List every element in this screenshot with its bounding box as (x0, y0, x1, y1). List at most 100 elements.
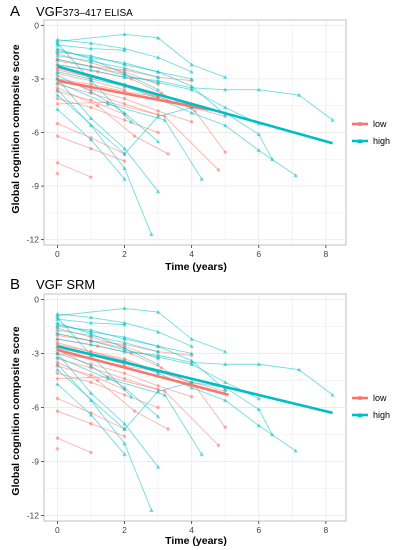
data-point-high (55, 92, 60, 97)
legend-label-low: low (373, 393, 387, 403)
data-point-high (122, 66, 127, 70)
data-point-high (189, 380, 194, 385)
data-point-low (55, 121, 60, 126)
data-point-high (55, 87, 60, 92)
data-point-low (89, 450, 93, 455)
data-point-high (122, 441, 127, 446)
data-point-high (55, 381, 60, 386)
data-point-low (216, 443, 221, 448)
data-point-high (88, 41, 94, 45)
data-point-high (88, 363, 94, 368)
data-point-high (122, 176, 127, 181)
data-point-low (89, 98, 93, 103)
data-point-low (159, 366, 164, 370)
data-point-low (163, 389, 167, 393)
x-tick-label: 8 (323, 249, 328, 259)
data-point-high (162, 117, 167, 122)
data-point-high (55, 320, 60, 325)
data-point-low (156, 109, 160, 113)
data-point-low (122, 393, 127, 397)
data-point-high (223, 87, 228, 92)
data-point-high (189, 69, 194, 74)
trajectory-line-low (57, 376, 219, 446)
data-point-high (55, 53, 60, 58)
data-point-high (55, 73, 60, 78)
data-point-high (189, 385, 194, 390)
trajectory-line-high (57, 71, 296, 176)
y-tick-label: -12 (27, 235, 40, 245)
data-point-high (129, 119, 134, 124)
trajectory-line-low (57, 362, 169, 430)
data-point-high (256, 87, 261, 92)
x-tick-label: 8 (323, 525, 328, 535)
y-tick-label: 0 (34, 294, 39, 304)
data-point-high (55, 49, 60, 54)
data-point-high (122, 452, 127, 457)
data-point-high (155, 329, 161, 334)
data-point-high (223, 362, 228, 367)
individual-trajectories (55, 32, 335, 237)
data-point-high (293, 448, 298, 453)
panel-b-title-main: VGF SRM (36, 277, 95, 292)
data-point-high (88, 137, 94, 142)
fit-line-high (57, 65, 333, 145)
data-point-high (55, 41, 60, 45)
legend-label-high: high (373, 136, 390, 146)
legend-label-low: low (373, 119, 387, 129)
y-tick-label: -3 (31, 74, 39, 84)
y-tick-label: 0 (34, 20, 39, 30)
data-point-low (132, 134, 137, 138)
data-point-low (55, 447, 60, 451)
data-point-high (256, 396, 261, 401)
x-tick-label: 0 (55, 249, 60, 259)
data-point-low (122, 96, 127, 101)
data-point-high (122, 349, 127, 354)
data-point-high (223, 349, 228, 354)
data-point-low (55, 396, 60, 401)
trajectory-line-low (57, 342, 159, 372)
x-tick-label: 6 (256, 249, 261, 259)
data-point-high (199, 452, 204, 457)
data-point-high (155, 371, 161, 376)
data-point-low (193, 109, 197, 113)
trajectory-line-high (57, 329, 159, 353)
data-point-high (88, 338, 94, 343)
y-tick-label: -3 (31, 348, 39, 358)
data-point-high (88, 123, 94, 128)
fit-line-high (57, 344, 333, 415)
data-point-low (189, 394, 194, 399)
data-point-low (55, 161, 60, 165)
data-point-high (223, 380, 228, 385)
data-point-high (88, 78, 94, 83)
y-tick-label: -9 (31, 457, 39, 467)
data-point-high (293, 173, 298, 178)
data-point-low (89, 175, 93, 179)
x-tick-label: 2 (122, 249, 127, 259)
data-point-high (155, 414, 161, 419)
data-point-high (269, 432, 275, 437)
data-point-low (122, 102, 127, 106)
data-point-high (88, 46, 94, 51)
data-point-low (95, 104, 100, 108)
data-point-low (122, 118, 127, 122)
data-point-high (122, 146, 127, 151)
panel-a-title: VGF373–417 ELISA (36, 4, 133, 19)
panel-b-ylabel: Global cognition composite score (10, 326, 22, 495)
data-point-high (122, 322, 127, 327)
data-point-low (122, 371, 127, 375)
data-point-high (155, 74, 161, 79)
x-tick-label: 6 (256, 525, 261, 535)
data-point-low (132, 409, 137, 413)
data-point-high (88, 331, 94, 336)
data-point-high (122, 421, 127, 426)
data-point-high (199, 176, 204, 181)
data-point-high (88, 398, 94, 403)
data-point-low (156, 384, 160, 388)
panel-b-xlabel: Time (years) (165, 535, 227, 547)
panel-b-title: VGF SRM (36, 277, 95, 292)
data-point-high (88, 53, 94, 58)
trajectory-line-high (57, 82, 203, 180)
data-point-high (88, 327, 94, 332)
data-point-low (89, 422, 93, 426)
data-point-high (88, 89, 94, 94)
